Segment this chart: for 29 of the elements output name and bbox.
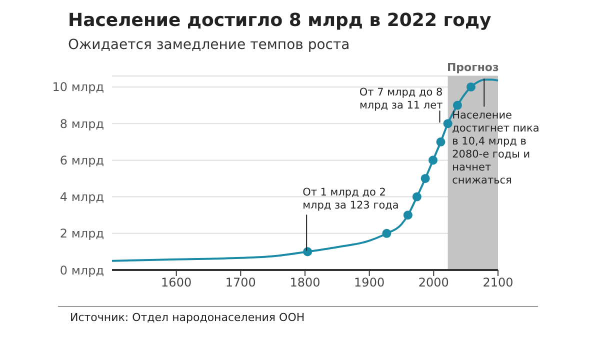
point <box>428 156 438 165</box>
point <box>466 82 476 92</box>
point <box>443 119 452 128</box>
band-label: Прогноз <box>446 61 499 74</box>
y-tick-label: 4 млрд <box>60 190 104 204</box>
chart-title: Население достигло 8 млрд в 2022 году <box>68 9 492 33</box>
annotation: От 1 млрд до 2 млрд за 123 года <box>302 186 399 212</box>
annotation: Население достигнет пика в 10,4 млрд в 2080-е годы и начнет снижаться <box>452 110 540 187</box>
point <box>436 137 446 146</box>
text: Источник: Отдел народонаселения ООН <box>70 311 305 324</box>
annotation: От 7 млрд до 8 млрд за 11 лет <box>359 86 443 112</box>
point <box>452 100 462 110</box>
point <box>303 247 312 256</box>
point <box>382 228 392 238</box>
x-tick-label: 2000 <box>418 276 449 290</box>
y-tick-label: 2 млрд <box>60 226 104 241</box>
x-tick-label: 1900 <box>354 276 385 290</box>
chart-subtitle: Ожидается замедление темпов роста <box>68 36 351 55</box>
x-tick-label: 1700 <box>225 276 256 290</box>
point <box>412 192 422 202</box>
point <box>403 210 412 220</box>
y-tick-label: 8 млрд <box>60 116 104 131</box>
y-tick-label: 10 млрд <box>52 80 104 94</box>
point <box>420 174 430 183</box>
y-tick-label: 0 млрд <box>60 263 104 278</box>
y-tick-label: 6 млрд <box>60 153 104 168</box>
x-tick-label: 1600 <box>161 276 192 290</box>
x-tick-label: 1800 <box>290 276 320 290</box>
x-tick-label: 2100 <box>482 276 514 290</box>
